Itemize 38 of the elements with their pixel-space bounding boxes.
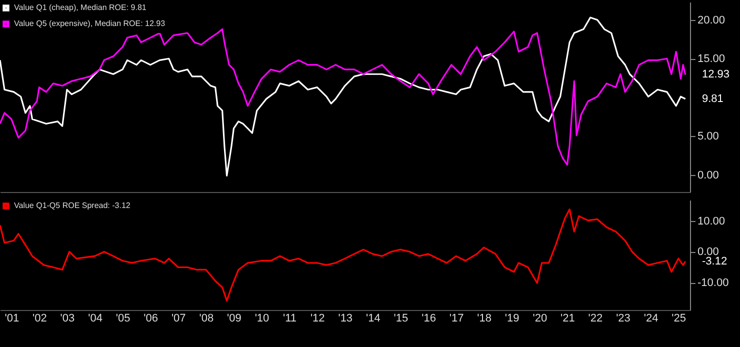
legend-label: Value Q5 (expensive), Median ROE: 12.93 [14,19,166,28]
y-tick-label: 15.00 [698,53,726,66]
x-tick-label: '03 [60,312,75,324]
x-tick-label: '22 [588,312,603,324]
y-tick-label: 5.00 [698,130,719,143]
line-series [0,208,686,302]
x-tick-label: '19 [504,312,520,324]
text: 12.93 [702,68,730,81]
y-tick-label: 10.00 [698,215,726,228]
x-tick-label: '01 [4,312,20,324]
x-tick-label: '09 [227,312,242,324]
y-tick-label: 0.00 [698,169,719,182]
x-tick-label: '15 [394,312,408,324]
x-tick-label: '25 [672,312,686,324]
x-tick-label: '24 [644,312,658,324]
x-tick-label: '13 [338,312,353,324]
text: -3.12 [702,255,728,268]
x-tick-label: '02 [32,312,47,324]
x-tick-label: '10 [254,312,270,324]
x-tick-label: '08 [199,312,214,324]
text: 9.81 [702,92,724,105]
x-tick-label: '12 [310,312,325,324]
x-tick-label: '06 [144,312,158,324]
x-tick-label: '20 [532,312,548,324]
x-tick-label: '16 [422,312,436,324]
y-tick-label: -10.00 [698,277,729,290]
x-tick-label: '07 [171,312,186,324]
legend-label: Value Q1-Q5 ROE Spread: -3.12 [14,201,131,210]
x-tick-label: '18 [477,312,492,324]
x-tick-label: '04 [88,312,102,324]
x-tick-label: '21 [560,312,575,324]
x-tick-label: '14 [366,312,380,324]
y-tick-label: 20.00 [698,14,726,26]
legend-label: Value Q1 (cheap), Median ROE: 9.81 [14,3,147,12]
x-tick-label: '17 [449,312,464,324]
x-tick-label: '23 [616,312,630,324]
x-tick-label: '05 [116,312,130,324]
x-tick-label: '11 [283,312,297,324]
